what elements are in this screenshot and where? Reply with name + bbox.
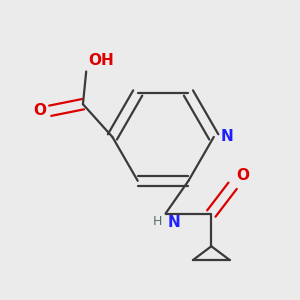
Text: H: H (153, 215, 162, 228)
Text: O: O (236, 168, 249, 183)
Text: OH: OH (88, 52, 114, 68)
Text: N: N (167, 215, 180, 230)
Text: O: O (33, 103, 46, 118)
Text: N: N (221, 129, 234, 144)
